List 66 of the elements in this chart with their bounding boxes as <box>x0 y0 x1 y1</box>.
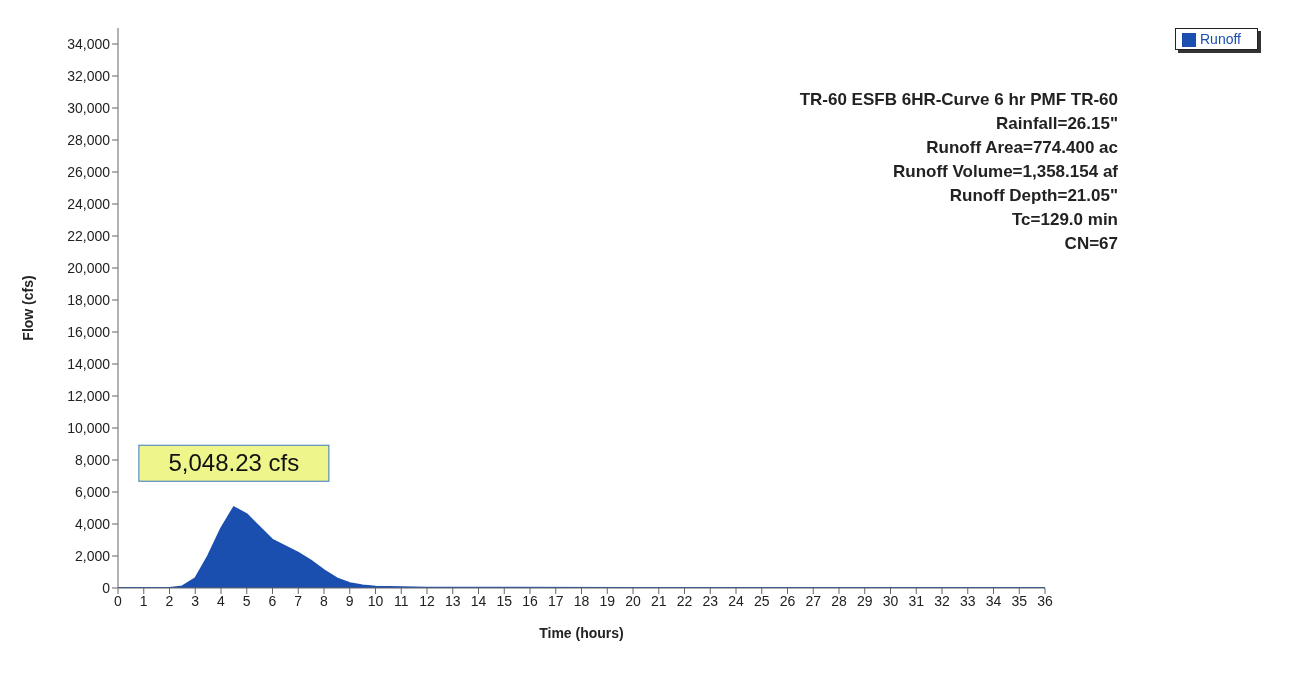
annotation: Runoff Volume=1,358.154 af <box>892 161 1118 183</box>
x-tick-label: 9 <box>345 592 354 609</box>
x-tick-label: 29 <box>856 592 873 609</box>
text: CN=67 <box>1063 233 1118 255</box>
x-tick-label: 12 <box>419 592 435 609</box>
x-tick-label: 21 <box>650 592 667 609</box>
y-tick-label: 0 <box>102 579 111 596</box>
y-tick-label: 32,000 <box>67 67 111 84</box>
x-tick-label: 16 <box>522 592 538 609</box>
x-tick-label: 24 <box>728 592 744 609</box>
y-tick-label: 34,000 <box>67 35 111 52</box>
x-tick-label: 30 <box>882 592 899 609</box>
x-tick-label: 35 <box>1011 592 1028 609</box>
x-tick-label: 8 <box>320 592 329 609</box>
x-tick-label: 1 <box>139 592 148 609</box>
y-tick-label: 6,000 <box>74 483 111 500</box>
y-tick-label: 10,000 <box>67 419 111 436</box>
x-tick-label: 7 <box>294 592 303 609</box>
x-tick-label: 20 <box>625 592 641 609</box>
legend-label: Runoff <box>1200 31 1241 47</box>
annotation: Rainfall=26.15" <box>995 113 1118 135</box>
x-tick-label: 33 <box>959 592 976 609</box>
y-tick-label: 24,000 <box>67 195 111 212</box>
x-tick-label: 5 <box>242 592 251 609</box>
y-tick-label: 30,000 <box>67 99 111 116</box>
x-tick-label: 31 <box>908 592 925 609</box>
annotation: TR-60 ESFB 6HR-Curve 6 hr PMF TR-60 <box>799 89 1118 111</box>
y-tick-label: 20,000 <box>67 259 111 276</box>
annotation: Runoff Area=774.400 ac <box>925 137 1118 159</box>
annotation: Runoff Depth=21.05" <box>948 185 1118 207</box>
x-tick-label: 6 <box>268 592 277 609</box>
x-tick-label: 22 <box>676 592 693 609</box>
y-tick-label: 4,000 <box>74 515 111 532</box>
x-tick-label: 26 <box>779 592 796 609</box>
x-tick-label: 2 <box>165 592 174 609</box>
x-tick-label: 0 <box>114 592 123 609</box>
x-tick-label: 4 <box>217 592 226 609</box>
x-axis-title: Time (hours) <box>539 625 624 641</box>
y-tick-label: 26,000 <box>67 163 111 180</box>
x-tick-label: 15 <box>496 592 513 609</box>
y-tick-label: 12,000 <box>67 387 111 404</box>
y-axis-title: Flow (cfs) <box>19 275 36 341</box>
y-tick-label: 18,000 <box>67 291 111 308</box>
x-tick-label: 3 <box>191 592 200 609</box>
x-tick-label: 34 <box>985 592 1002 609</box>
x-tick-label: 36 <box>1037 592 1053 609</box>
annotation: Tc=129.0 min <box>1011 209 1118 231</box>
y-tick-label: 8,000 <box>74 451 111 468</box>
y-tick-label: 14,000 <box>67 355 111 372</box>
x-tick-label: 23 <box>702 592 719 609</box>
x-tick-label: 17 <box>547 592 564 609</box>
x-tick-label: 32 <box>934 592 950 609</box>
annotation: 5,048.23 cfs <box>168 449 300 477</box>
y-tick-label: 28,000 <box>67 131 111 148</box>
x-tick-label: 13 <box>444 592 461 609</box>
x-tick-label: 10 <box>367 592 384 609</box>
y-tick-label: 22,000 <box>67 227 111 244</box>
x-tick-label: 19 <box>599 592 616 609</box>
x-tick-label: 28 <box>831 592 847 609</box>
x-tick-label: 11 <box>393 592 409 609</box>
x-tick-label: 18 <box>573 592 590 609</box>
x-tick-label: 27 <box>805 592 822 609</box>
y-tick-label: 2,000 <box>74 547 111 564</box>
x-tick-label: 25 <box>753 592 770 609</box>
x-tick-label: 14 <box>470 592 487 609</box>
y-tick-label: 16,000 <box>67 323 111 340</box>
